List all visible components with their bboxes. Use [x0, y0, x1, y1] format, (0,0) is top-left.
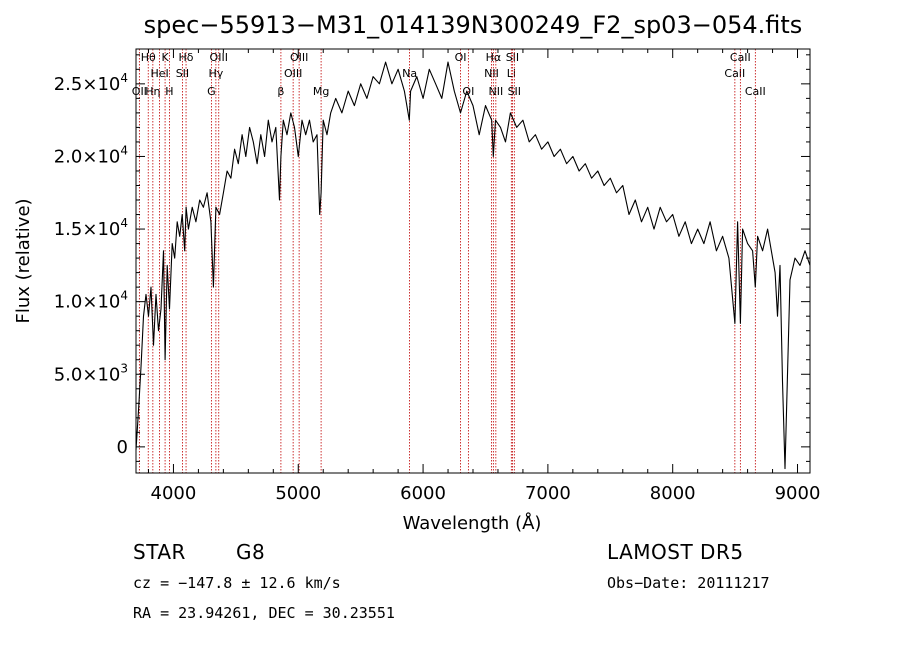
y-tick-label: 2.0×104 [54, 143, 128, 167]
chart-title: spec−55913−M31_014139N300249_F2_sp03−054… [144, 11, 803, 39]
marker-label: HeI [150, 67, 168, 80]
marker-label: OIII [290, 51, 308, 64]
y-axis-label: Flux (relative) [13, 198, 34, 323]
marker-label: OI [462, 85, 474, 98]
marker-label: CaII [724, 67, 745, 80]
marker-label: NII [488, 85, 503, 98]
object-class: STAR [133, 540, 186, 564]
marker-label: Hα [486, 51, 502, 64]
redshift-text: cz = −147.8 ± 12.6 km/s [133, 574, 341, 592]
marker-label: CaII [745, 85, 766, 98]
x-axis: 4000 5000 6000 7000 8000 9000 [147, 49, 821, 504]
y-tick-label: 1.0×104 [54, 289, 128, 313]
marker-label: Hθ [141, 51, 156, 64]
marker-label: Hγ [208, 67, 223, 80]
marker-label: OIII [210, 51, 228, 64]
x-axis-label: Wavelength (Å) [403, 512, 542, 534]
survey-label: LAMOST DR5 [607, 540, 744, 564]
x-tick-label: 6000 [400, 483, 446, 504]
x-tick-label: 4000 [151, 483, 197, 504]
x-tick-label: 5000 [275, 483, 321, 504]
marker-label: SII [176, 67, 189, 80]
spectrum-series [135, 61, 811, 470]
x-tick-label: 7000 [525, 483, 571, 504]
spectrum-line [135, 61, 811, 470]
y-tick-label: 0 [117, 437, 128, 458]
marker-label: CaII [730, 51, 751, 64]
marker-label: Hη [145, 85, 160, 98]
marker-label: Hδ [179, 51, 194, 64]
spectral-line-markers: OIIHθHηHeIKHSIIHδGHγOIIIβOIIIOIIIMgNaOIO… [132, 49, 766, 473]
y-tick-label: 1.5×104 [54, 216, 128, 240]
x-tick-label: 8000 [650, 483, 696, 504]
marker-label: G [207, 85, 216, 98]
spectral-subclass: G8 [236, 540, 266, 564]
plot-frame [135, 48, 811, 474]
y-axis: 0 5.0×103 1.0×104 1.5×104 2.0×104 2.5×104 [54, 54, 810, 462]
marker-label: K [161, 51, 169, 64]
obs-date-text: Obs−Date: 20111217 [607, 574, 770, 592]
x-tick-label: 9000 [775, 483, 821, 504]
marker-label: OI [455, 51, 467, 64]
marker-label: SII [506, 51, 519, 64]
marker-label: Li [507, 67, 516, 80]
marker-label: H [165, 85, 173, 98]
marker-label: Mg [313, 85, 329, 98]
y-tick-label: 2.5×104 [54, 71, 128, 95]
marker-label: Na [402, 67, 417, 80]
marker-label: OIII [284, 67, 302, 80]
marker-label: β [277, 85, 284, 98]
y-tick-label: 5.0×103 [54, 361, 128, 385]
marker-label: SII [508, 85, 521, 98]
coordinates-text: RA = 23.94261, DEC = 30.23551 [133, 604, 395, 622]
marker-label: NII [484, 67, 499, 80]
